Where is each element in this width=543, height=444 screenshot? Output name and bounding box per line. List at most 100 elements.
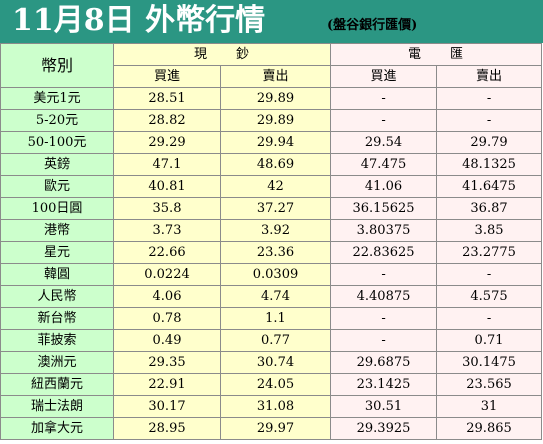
currency-name: 美元1元 [0, 87, 114, 110]
currency-name: 菲披索 [0, 329, 114, 352]
cash-buy-rate: 0.0224 [113, 263, 221, 286]
cash-sell-rate: 42 [219, 175, 332, 198]
cash-buy-rate: 22.91 [113, 373, 221, 396]
table-row: 新台幣 0.78 1.1- - [0, 307, 543, 330]
bank-source-note: (盤谷銀行匯價) [327, 18, 418, 33]
table-row: 菲披索 0.49 0.77-0.71 [0, 329, 543, 352]
table-row: 澳洲元 29.35 30.74 29.6875 30.1475 [0, 351, 543, 374]
wire-buy-rate: 47.475 [330, 153, 438, 176]
currency-column-header: 幣別 [0, 43, 114, 88]
cash-sell-rate: 23.36 [219, 241, 332, 264]
cash-buy-rate: 28.95 [113, 417, 221, 440]
table-row: 50-100元 29.29 29.94 29.54 29.79 [0, 131, 543, 154]
currency-name: 加拿大元 [0, 417, 114, 440]
currency-name: 新台幣 [0, 307, 114, 330]
wire-sell-rate: 23.2775 [436, 241, 543, 264]
cash-sell-rate: 31.08 [219, 395, 332, 418]
cash-sell-rate: 37.27 [219, 197, 332, 220]
cash-buy-rate: 3.73 [113, 219, 221, 242]
table-row: 港幣 3.73 3.92 3.80375 3.85 [0, 219, 543, 242]
currency-name: 港幣 [0, 219, 114, 242]
currency-name: 韓圓 [0, 263, 114, 286]
cash-sell-rate: 24.05 [219, 373, 332, 396]
cash-buy-rate: 22.66 [113, 241, 221, 264]
wire-sell-rate: 41.6475 [436, 175, 543, 198]
wire-buy-rate: - [330, 87, 438, 110]
wire-sell-rate: - [436, 87, 543, 110]
table-column-header-row: 買進 賣出 買進 賣出 [1, 65, 543, 88]
wire-buy-rate: 41.06 [330, 175, 438, 198]
currency-name: 澳洲元 [0, 351, 114, 374]
table-row: 英鎊 47.1 48.69 47.475 48.1325 [0, 153, 543, 176]
title-banner: 11月8日 外幣行情 (盤谷銀行匯價) [0, 0, 543, 43]
wire-buy-rate: 29.54 [330, 131, 438, 154]
cash-buy-rate: 35.8 [113, 197, 221, 220]
wire-sell-rate: 29.865 [436, 417, 543, 440]
cash-sell-rate: 29.97 [219, 417, 332, 440]
wire-buy-rate: 3.80375 [330, 219, 438, 242]
wire-sell-rate: 3.85 [436, 219, 543, 242]
cash-sell-rate: 48.69 [219, 153, 332, 176]
wire-sell-rate: 4.575 [436, 285, 543, 308]
exchange-rate-table: 幣別 現 鈔 電 匯 買進 賣出 買進 賣出 美元1元 28.51 29.89- -5… [0, 43, 543, 440]
wire-buy-rate: 29.6875 [330, 351, 438, 374]
wire-buy-rate: 4.40875 [330, 285, 438, 308]
currency-name: 紐西蘭元 [0, 373, 114, 396]
cash-sell-rate: 29.89 [219, 109, 332, 132]
wire-sell-rate: - [436, 109, 543, 132]
currency-name: 50-100元 [0, 131, 114, 154]
table-row: 美元1元 28.51 29.89- - [0, 87, 543, 110]
wire-sell-rate: 48.1325 [436, 153, 543, 176]
wire-buy-rate: 23.1425 [330, 373, 438, 396]
wire-sell-rate: 0.71 [436, 329, 543, 352]
wire-sell-rate: 30.1475 [436, 351, 543, 374]
wire-sell-rate: 29.79 [436, 131, 543, 154]
cash-buy-rate: 0.78 [113, 307, 221, 330]
cash-buy-rate: 28.82 [113, 109, 221, 132]
wire-buy-rate: 22.83625 [330, 241, 438, 264]
table-group-header-row: 幣別 現 鈔 電 匯 [0, 43, 543, 88]
table-row: 紐西蘭元 22.91 24.05 23.1425 23.565 [0, 373, 543, 396]
cash-buy-header: 買進 [113, 65, 221, 88]
wire-sell-header: 賣出 [436, 65, 543, 88]
table-row: 5-20元 28.82 29.89- - [0, 109, 543, 132]
wire-sell-rate: 31 [436, 395, 543, 418]
cash-buy-rate: 29.35 [113, 351, 221, 374]
cash-sell-rate: 29.94 [219, 131, 332, 154]
cash-sell-rate: 0.0309 [219, 263, 332, 286]
cash-buy-rate: 29.29 [113, 131, 221, 154]
cash-sell-rate: 3.92 [219, 219, 332, 242]
cash-buy-rate: 0.49 [113, 329, 221, 352]
wire-buy-rate: - [330, 329, 438, 352]
table-row: 100日圓 35.8 37.27 36.15625 36.87 [0, 197, 543, 220]
wire-sell-rate: - [436, 263, 543, 286]
exchange-rate-rows: 美元1元 28.51 29.89- -5-20元 28.82 29.89- -50-100元… [0, 87, 543, 440]
cash-buy-rate: 47.1 [113, 153, 221, 176]
currency-name: 英鎊 [0, 153, 114, 176]
wire-buy-rate: 36.15625 [330, 197, 438, 220]
currency-name: 100日圓 [0, 197, 114, 220]
table-row: 加拿大元 28.95 29.97 29.3925 29.865 [0, 417, 543, 440]
wire-transfer-group-header: 電 匯 [330, 43, 543, 66]
currency-name: 星元 [0, 241, 114, 264]
cash-sell-header: 賣出 [219, 65, 332, 88]
currency-name: 歐元 [0, 175, 114, 198]
table-row: 歐元 40.81 42 41.06 41.6475 [0, 175, 543, 198]
table-row: 韓圓 0.0224 0.0309- - [0, 263, 543, 286]
table-row: 瑞士法朗 30.17 31.08 30.51 31 [0, 395, 543, 418]
wire-buy-rate: 30.51 [330, 395, 438, 418]
currency-name: 5-20元 [0, 109, 114, 132]
table-row: 人民幣 4.06 4.74 4.40875 4.575 [0, 285, 543, 308]
cash-buy-rate: 30.17 [113, 395, 221, 418]
wire-buy-rate: 29.3925 [330, 417, 438, 440]
currency-name: 瑞士法朗 [0, 395, 114, 418]
wire-sell-rate: - [436, 307, 543, 330]
wire-buy-rate: - [330, 109, 438, 132]
wire-buy-header: 買進 [330, 65, 438, 88]
wire-buy-rate: - [330, 263, 438, 286]
cash-buy-rate: 40.81 [113, 175, 221, 198]
page-title: 11月8日 外幣行情 [12, 3, 266, 38]
cash-buy-rate: 4.06 [113, 285, 221, 308]
table-row: 星元 22.66 23.36 22.83625 23.2775 [0, 241, 543, 264]
cash-buy-rate: 28.51 [113, 87, 221, 110]
